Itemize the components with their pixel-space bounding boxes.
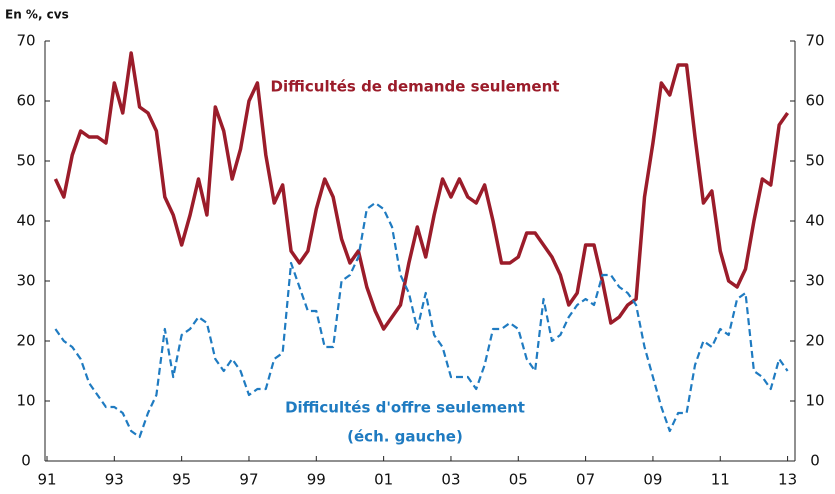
x-tick-label: 99	[307, 471, 326, 489]
y-tick-label: 0	[21, 452, 31, 470]
y-tick-label: 20	[16, 332, 35, 350]
y2-tick-label: 60	[805, 92, 824, 110]
y-tick-label: 70	[16, 32, 35, 50]
y-tick-label: 40	[16, 212, 35, 230]
x-tick-label: 03	[441, 471, 460, 489]
x-tick-label: 01	[374, 471, 393, 489]
x-tick-label: 07	[576, 471, 595, 489]
unit-label: En %, cvs	[5, 8, 69, 22]
x-tick-label: 97	[239, 471, 258, 489]
y-tick-label: 50	[16, 152, 35, 170]
annotation: Difficultés de demande seulement	[271, 78, 560, 96]
x-tick-label: 11	[711, 471, 730, 489]
y2-tick-label: 50	[805, 152, 824, 170]
y2-tick-label: 40	[805, 212, 824, 230]
y2-tick-label: 70	[805, 32, 824, 50]
y2-tick-label: 20	[805, 332, 824, 350]
y2-tick-label: 0	[810, 452, 820, 470]
annotation: Difficultés d'offre seulement	[285, 399, 525, 417]
y2-tick-label: 30	[805, 272, 824, 290]
y-tick-label: 60	[16, 92, 35, 110]
line-series	[54, 201, 789, 439]
y-tick-label: 10	[16, 392, 35, 410]
x-tick-label: 13	[778, 471, 797, 489]
x-tick-label: 95	[172, 471, 191, 489]
x-tick-label: 05	[509, 471, 528, 489]
annotation: (éch. gauche)	[347, 428, 463, 446]
y-tick-label: 30	[16, 272, 35, 290]
x-tick-label: 93	[105, 471, 124, 489]
x-tick-label: 09	[643, 471, 662, 489]
x-tick-label: 91	[37, 471, 56, 489]
y2-tick-label: 10	[805, 392, 824, 410]
line-series	[53, 51, 790, 331]
